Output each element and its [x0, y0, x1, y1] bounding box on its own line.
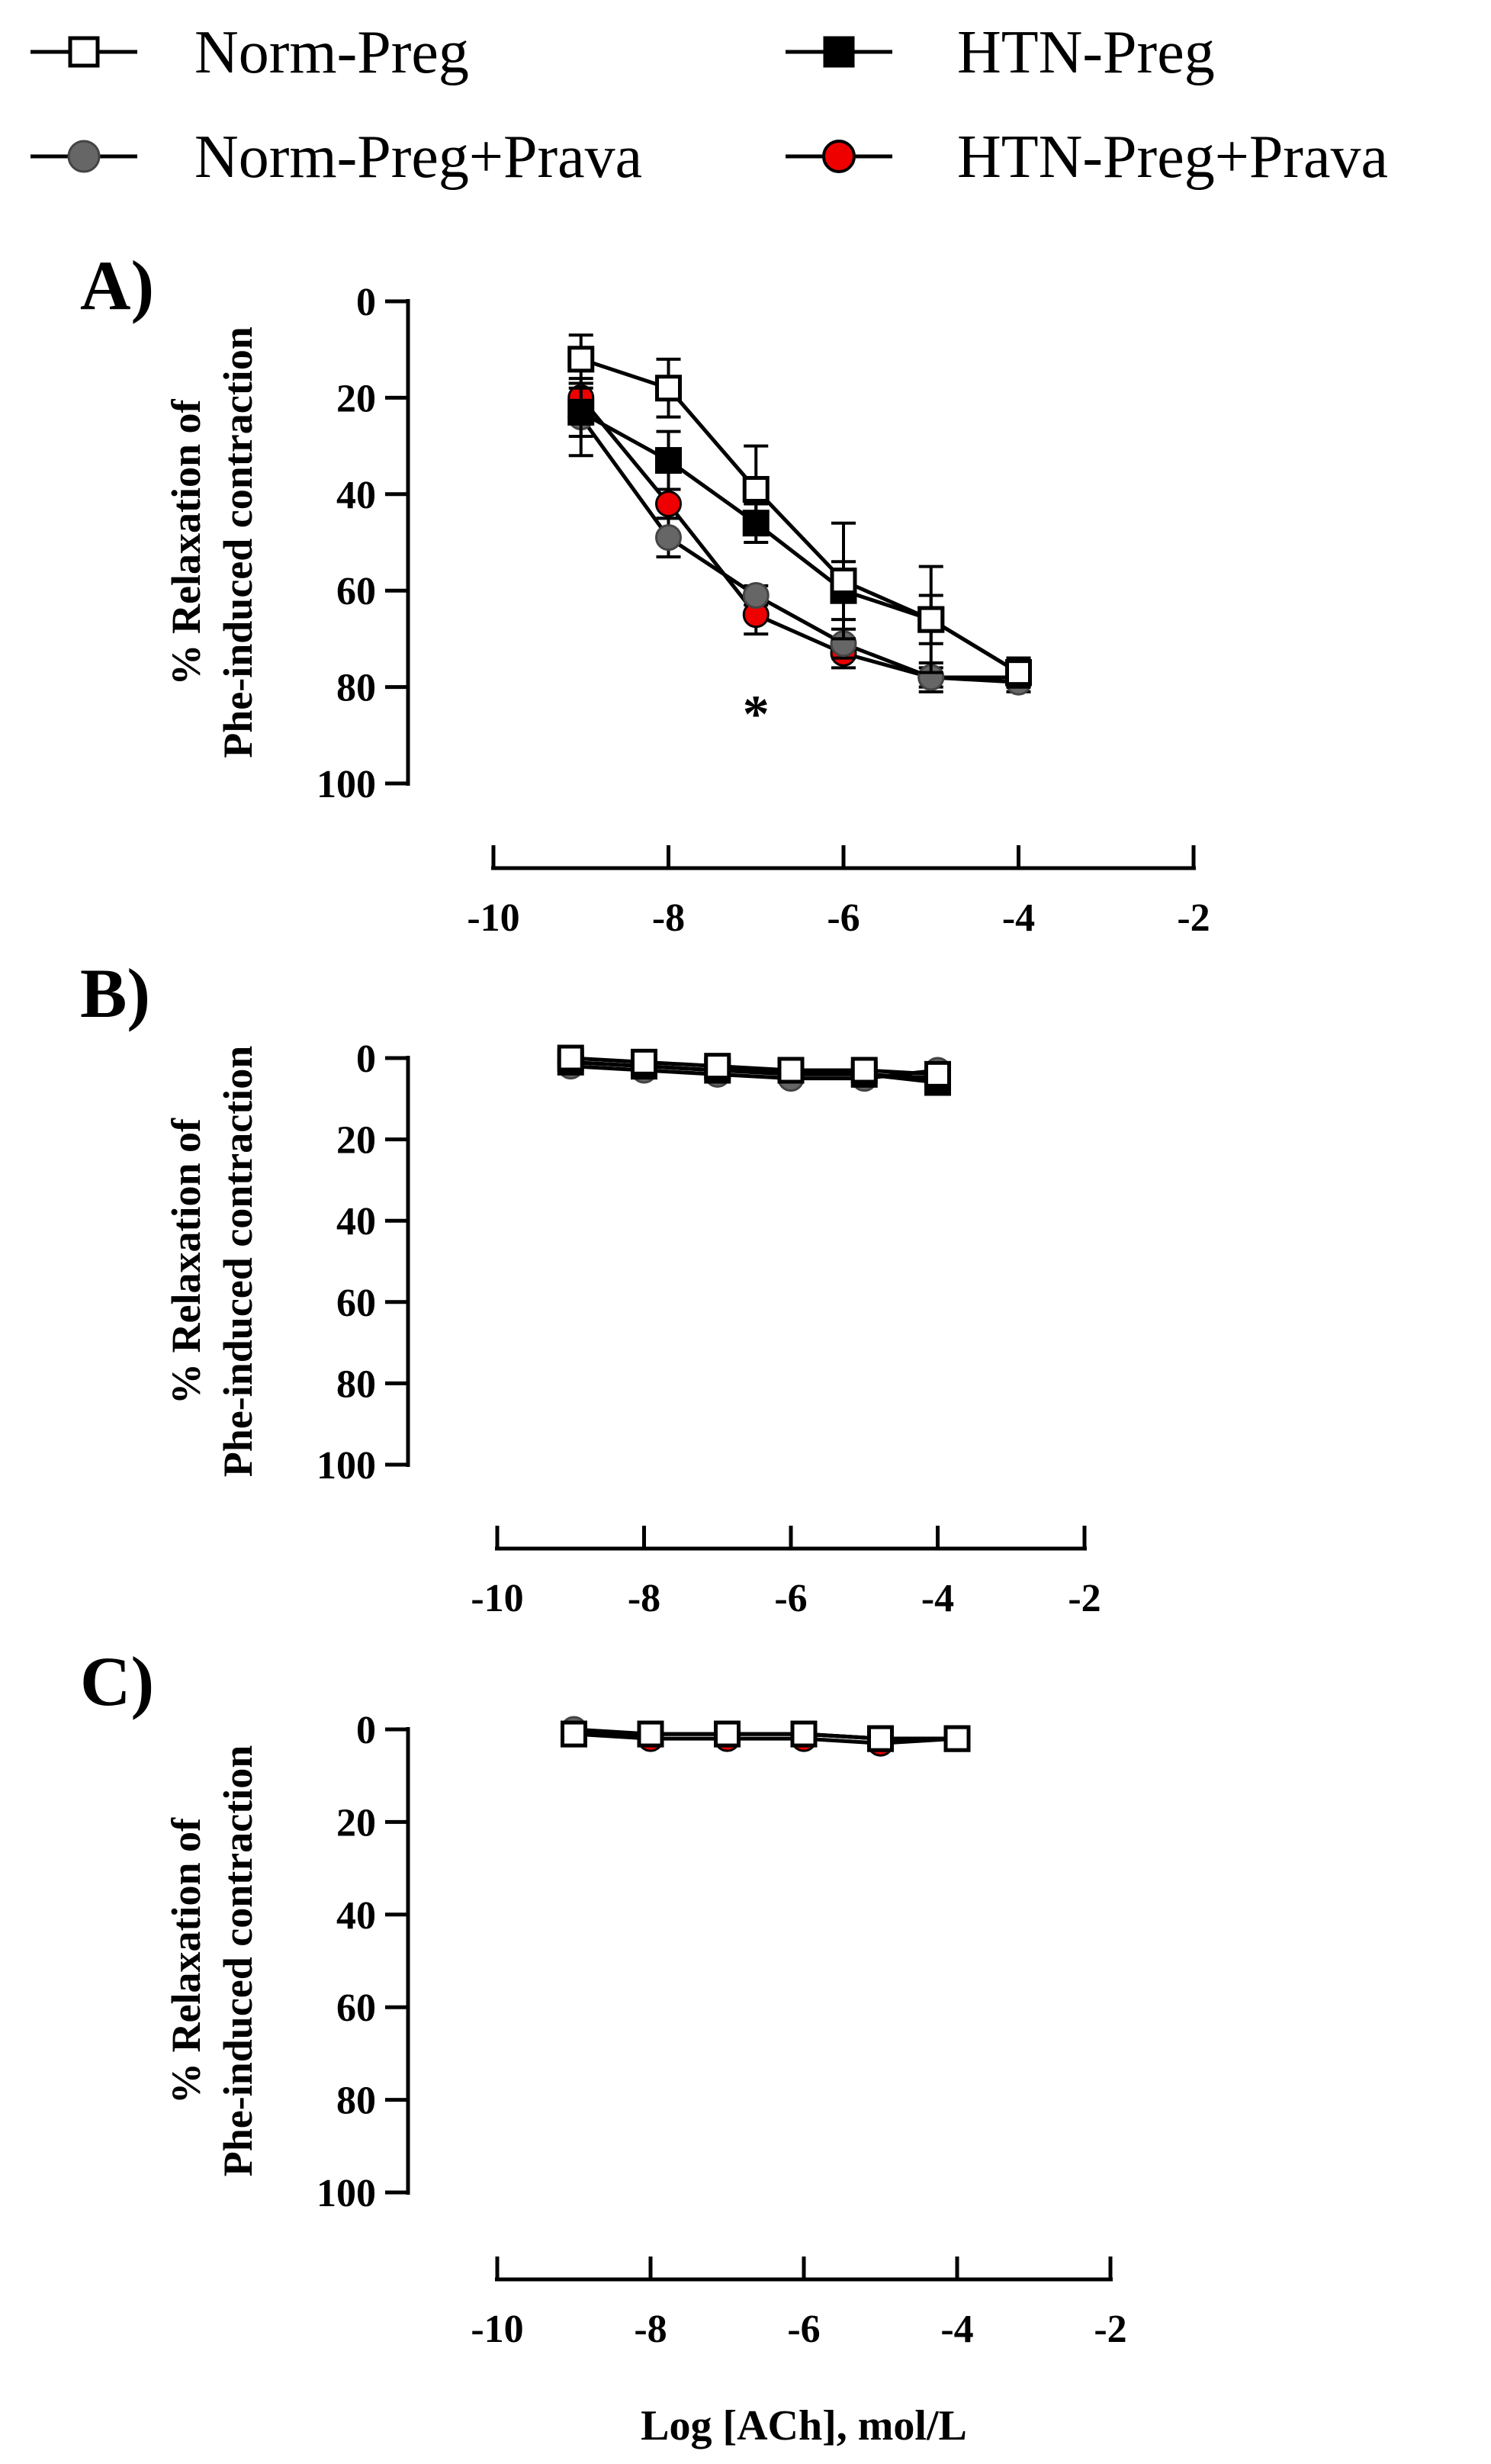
series-line: [579, 416, 1019, 684]
y-tick-label: 20: [336, 1801, 376, 1845]
legend-label: HTN-Preg: [957, 19, 1215, 86]
data-point-circle: [655, 524, 682, 552]
legend: Norm-Preg HTN-Preg Norm-Preg+Prava HTN-P…: [31, 19, 1388, 191]
legend-marker-open-square: [68, 36, 100, 68]
data-point-square: [567, 398, 595, 426]
data-point-square: [742, 475, 770, 503]
data-point-square: [777, 1057, 805, 1084]
legend-marker-gray-circle: [67, 140, 101, 173]
data-point-square: [655, 447, 682, 474]
y-tick-label: 100: [317, 1444, 376, 1488]
y-tick-label: 80: [336, 1362, 376, 1406]
data-point-square: [704, 1053, 731, 1080]
data-point-square: [1005, 659, 1032, 687]
significance-asterisk: *: [743, 686, 770, 745]
panel-label: B): [80, 954, 150, 1032]
y-axis-label-line1: % Relaxation of: [163, 1118, 209, 1404]
x-axis-label: Log [ACh], mol/L: [641, 2402, 967, 2450]
data-point-square: [943, 1725, 971, 1752]
panel-label: A): [80, 246, 154, 324]
series-norm-preg: [561, 1720, 971, 1752]
legend-entry-htn-preg-prava: HTN-Preg+Prava: [786, 124, 1388, 191]
x-tick-label: -4: [940, 2308, 973, 2351]
data-point-square: [631, 1048, 657, 1076]
data-point-square: [655, 375, 682, 402]
legend-label: Norm-Preg: [194, 19, 469, 86]
series-norm-preg: [557, 1044, 951, 1088]
legend-entry-htn-preg: HTN-Preg: [786, 19, 1215, 86]
data-point-square: [714, 1720, 741, 1748]
x-tick-label: -2: [1068, 1577, 1101, 1620]
data-point-circle: [655, 490, 682, 517]
y-tick-label: 40: [336, 1200, 376, 1243]
y-tick-label: 80: [336, 667, 376, 710]
legend-entry-norm-preg-prava: Norm-Preg+Prava: [31, 124, 642, 191]
y-axis-label-line1: % Relaxation of: [163, 398, 209, 685]
legend-marker-red-circle: [822, 140, 856, 173]
y-axis-label-line2: Phe-induced contraction: [215, 1745, 261, 2176]
y-tick-label: 100: [317, 2172, 376, 2215]
y-tick-label: 60: [336, 570, 376, 613]
data-point-square: [790, 1720, 818, 1748]
x-tick-label: -6: [774, 1577, 807, 1620]
data-point-square: [867, 1725, 894, 1752]
series-line: [580, 357, 1020, 674]
legend-entry-norm-preg: Norm-Preg: [31, 19, 469, 86]
y-tick-label: 0: [356, 1709, 376, 1752]
chart-panel-a: A) 0 20 40 60 80 100 % Relaxation of Phe-induced…: [80, 246, 1210, 940]
data-point-square: [567, 346, 595, 373]
y-tick-label: 0: [356, 281, 376, 324]
y-tick-label: 40: [336, 474, 376, 517]
data-point-square: [830, 568, 857, 595]
y-tick-label: 60: [336, 1282, 376, 1325]
x-tick-label: -2: [1177, 896, 1210, 940]
legend-marker-filled-square: [823, 36, 855, 68]
legend-label: HTN-Preg+Prava: [957, 124, 1388, 191]
y-tick-label: 20: [336, 377, 376, 420]
x-tick-label: -10: [467, 896, 519, 940]
legend-label: Norm-Preg+Prava: [194, 124, 642, 191]
y-tick-label: 80: [336, 2080, 376, 2123]
data-point-square: [917, 606, 945, 633]
y-tick-label: 100: [317, 763, 376, 806]
data-point-square: [924, 1060, 951, 1088]
y-tick-label: 40: [336, 1894, 376, 1938]
x-tick-label: -8: [628, 1577, 660, 1620]
x-tick-label: -4: [921, 1577, 954, 1620]
x-tick-label: -2: [1094, 2308, 1126, 2351]
x-tick-label: -6: [827, 896, 860, 940]
y-axis-label-line2: Phe-induced contraction: [215, 326, 261, 758]
x-tick-label: -8: [634, 2308, 667, 2351]
chart-panel-b: B) 0 20 40 60 80 100 % Relaxation of Phe-induced…: [80, 954, 1101, 1620]
panel-label: C): [80, 1642, 154, 1720]
data-point-square: [850, 1057, 878, 1084]
y-tick-label: 20: [336, 1119, 376, 1163]
x-tick-label: -6: [787, 2308, 820, 2351]
y-axis-label-line1: % Relaxation of: [163, 1817, 209, 2104]
data-point-square: [561, 1720, 587, 1748]
y-tick-label: 60: [336, 1986, 376, 2030]
chart-panel-c: C) 0 20 40 60 80 100 % Relaxation of Phe-induced…: [80, 1642, 1127, 2450]
x-tick-label: -10: [471, 2308, 523, 2351]
data-point-circle: [742, 582, 770, 610]
data-point-square: [637, 1720, 664, 1748]
x-tick-label: -10: [471, 1577, 523, 1620]
x-tick-label: -4: [1002, 896, 1035, 940]
series-norm-preg: [567, 333, 1032, 689]
y-axis-label-line2: Phe-induced contraction: [215, 1046, 261, 1477]
x-tick-label: -8: [652, 896, 685, 940]
data-point-square: [557, 1044, 584, 1072]
y-tick-label: 0: [356, 1037, 376, 1081]
